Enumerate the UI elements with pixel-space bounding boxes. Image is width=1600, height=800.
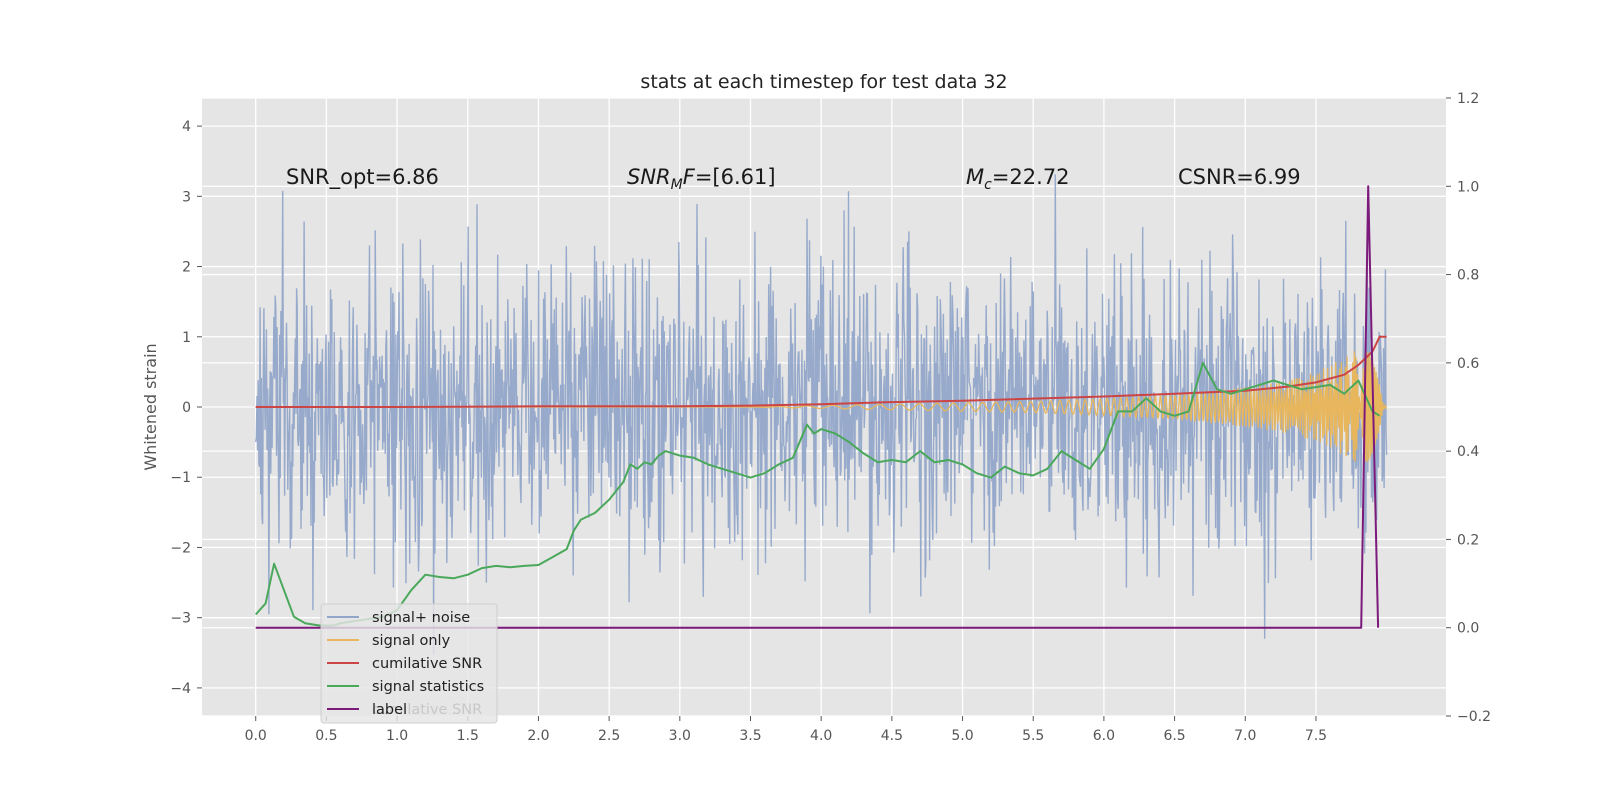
annotation-snr-mf: SNRMF=[6.61] — [627, 165, 776, 193]
mc-sub: c — [984, 177, 992, 193]
y2-tick-label: 1.2 — [1457, 91, 1479, 107]
x-tick-label: 5.0 — [951, 728, 973, 744]
y-tick-label: 4 — [182, 119, 191, 135]
mc-value: =22.72 — [992, 165, 1070, 189]
x-tick-label: 7.5 — [1305, 728, 1327, 744]
x-tick-label: 5.5 — [1022, 728, 1044, 744]
legend-box — [320, 603, 498, 724]
x-tick-label: 4.0 — [810, 728, 832, 744]
y2-tick-label: 0.8 — [1457, 268, 1479, 284]
x-tick-label: 0.0 — [245, 728, 267, 744]
legend-ghost-text: cumilative SNR — [372, 702, 482, 718]
series-cumilative-snr — [255, 335, 1387, 408]
chart-title: stats at each timestep for test data 32 — [640, 71, 1007, 93]
x-tick-label: 2.0 — [527, 728, 549, 744]
legend-label: signal+ noise — [372, 610, 470, 626]
legend-entries: signal+ noise signal only cumilative SNR si… — [327, 610, 484, 718]
snr-mf-main: SNR — [627, 165, 671, 189]
series-label — [255, 185, 1380, 629]
legend-label: signal only — [372, 633, 451, 649]
y2-tick-label: 0.6 — [1457, 356, 1479, 372]
y-tick-label: −2 — [170, 540, 191, 556]
annotation-mc: Mc=22.72 — [966, 165, 1070, 193]
series-signal-noise — [255, 174, 1388, 655]
snr-mf-sub: M — [671, 177, 683, 193]
y-tick-label: 3 — [182, 189, 191, 205]
snr-mf-value: =[6.61] — [695, 165, 776, 189]
x-tick-label: 0.5 — [315, 728, 337, 744]
y-tick-label: −1 — [170, 470, 191, 486]
snr-mf-rest: F — [683, 165, 696, 189]
annotation-csnr: CSNR=6.99 — [1178, 165, 1301, 189]
y2-tick-label: 0.0 — [1457, 621, 1479, 637]
x-tick-label: 6.0 — [1093, 728, 1115, 744]
y2-tick-label: −0.2 — [1457, 709, 1491, 725]
mc-main: M — [966, 165, 984, 189]
y2-tick-label: 0.2 — [1457, 532, 1479, 548]
legend-label: cumilative SNR — [372, 656, 482, 672]
x-tick-label: 4.5 — [881, 728, 903, 744]
y-tick-label: 0 — [182, 400, 191, 416]
y-tick-label: −4 — [170, 681, 191, 697]
x-tick-label: 1.0 — [386, 728, 408, 744]
legend-label: label — [372, 702, 407, 718]
series-layer — [254, 174, 1388, 655]
x-tick-label: 3.5 — [739, 728, 761, 744]
legend-label: signal statistics — [372, 679, 484, 695]
series-signal-statistics — [254, 361, 1381, 627]
x-tick-label: 3.0 — [669, 728, 691, 744]
legend: cumilative SNR signal+ noise signal only c… — [320, 603, 498, 724]
x-tick-label: 7.0 — [1234, 728, 1256, 744]
y2-tick-label: 0.4 — [1457, 444, 1479, 460]
annotation-snr-opt: SNR_opt=6.86 — [286, 165, 439, 190]
x-tick-label: 6.5 — [1163, 728, 1185, 744]
ticks: 0.0 0.5 1.0 1.5 2.0 2.5 3.0 3.5 4.0 4.5 5.0 5.5 6.0 6… — [170, 91, 1491, 744]
x-tick-label: 1.5 — [457, 728, 479, 744]
y-tick-label: 1 — [182, 330, 191, 346]
y2-tick-label: 1.0 — [1457, 179, 1479, 195]
y-tick-label: 2 — [182, 260, 191, 276]
x-tick-label: 2.5 — [598, 728, 620, 744]
y-tick-label: −3 — [170, 611, 191, 627]
y-axis-label: Whitened strain — [141, 343, 160, 470]
